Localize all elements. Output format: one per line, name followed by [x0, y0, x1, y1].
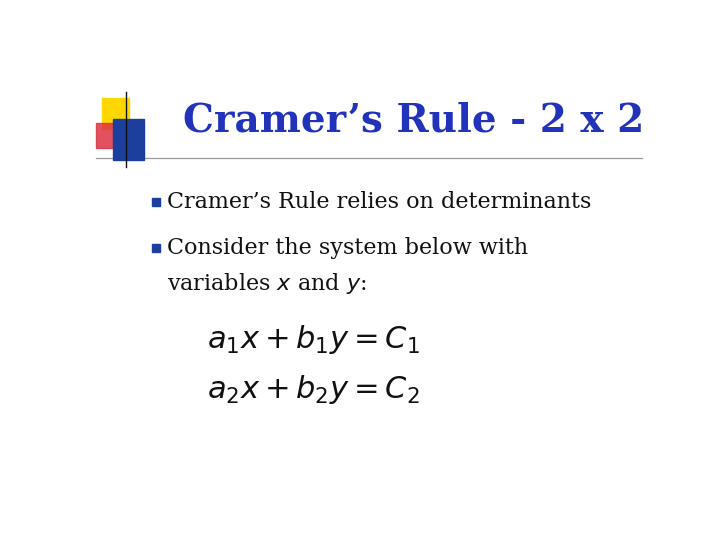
Text: Cramer’s Rule relies on determinants: Cramer’s Rule relies on determinants — [167, 191, 591, 213]
Bar — [96, 123, 119, 148]
Text: Consider the system below with: Consider the system below with — [167, 237, 528, 259]
Text: variables $x$ and $y$:: variables $x$ and $y$: — [167, 271, 366, 295]
Bar — [114, 119, 144, 160]
Text: $a_1x + b_1y = C_1$: $a_1x + b_1y = C_1$ — [207, 323, 420, 356]
Text: $a_2x + b_2y = C_2$: $a_2x + b_2y = C_2$ — [207, 373, 420, 406]
Text: Cramer’s Rule - 2 x 2: Cramer’s Rule - 2 x 2 — [183, 102, 644, 140]
Bar — [102, 98, 129, 129]
Bar — [153, 198, 160, 206]
Bar — [153, 244, 160, 252]
